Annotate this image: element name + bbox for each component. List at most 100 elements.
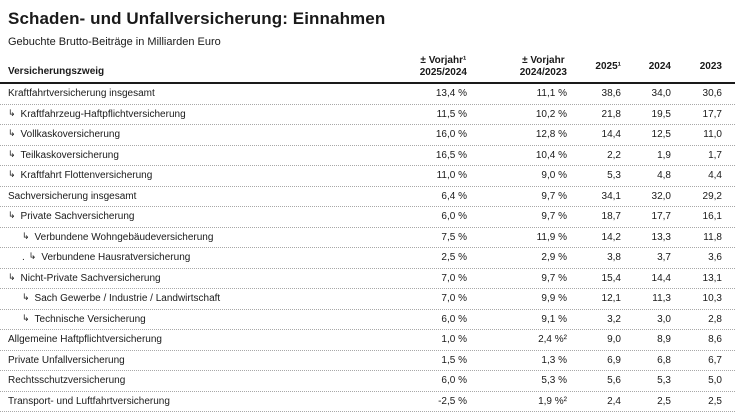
table-row: ↳ Technische Versicherung 6,0 % 9,1 % 3,… bbox=[0, 310, 735, 330]
row-label: Sachversicherung insgesamt bbox=[8, 190, 137, 202]
value-vorjahr-2024-2023: 5,3 % bbox=[541, 375, 567, 387]
value-vorjahr-2024-2023: 9,1 % bbox=[541, 313, 567, 325]
row-label-cell: ↳ Technische Versicherung bbox=[0, 312, 357, 325]
value-vorjahr-2025-2024: 1,5 % bbox=[441, 354, 467, 366]
branch-arrow-icon: ↳ bbox=[8, 169, 16, 180]
column-header-2024: 2024 bbox=[648, 61, 671, 72]
value-2023: 16,1 bbox=[702, 211, 722, 223]
value-2024: 12,5 bbox=[651, 129, 671, 141]
branch-arrow-icon: ↳ bbox=[8, 128, 16, 139]
row-label: Vollkaskoversicherung bbox=[20, 129, 121, 141]
value-2025: 14,2 bbox=[601, 231, 621, 243]
row-label-cell: Kraftfahrtversicherung insgesamt bbox=[0, 88, 357, 99]
value-2023: 11,8 bbox=[703, 231, 722, 243]
column-header-2025: 2025¹ bbox=[595, 61, 621, 72]
value-vorjahr-2025-2024: 16,5 % bbox=[435, 149, 467, 161]
value-vorjahr-2024-2023: 9,9 % bbox=[541, 293, 567, 305]
value-vorjahr-2024-2023: 10,4 % bbox=[535, 149, 567, 161]
value-2023: 8,6 bbox=[708, 334, 722, 346]
value-vorjahr-2024-2023: 11,9 % bbox=[536, 231, 567, 243]
value-2023: 2,8 bbox=[708, 313, 722, 325]
column-header-vorjahr-2025-2024: ± Vorjahr¹ 2025/2024 bbox=[357, 55, 467, 79]
value-2025: 2,4 bbox=[607, 395, 621, 407]
value-vorjahr-2025-2024: 6,0 % bbox=[441, 211, 467, 223]
row-label-cell: Sachversicherung insgesamt bbox=[0, 191, 357, 202]
value-2024: 6,8 bbox=[657, 354, 671, 366]
header-line1: ± Vorjahr¹ bbox=[420, 54, 467, 66]
value-2023: 2,5 bbox=[708, 395, 722, 407]
value-vorjahr-2024-2023: 11,1 % bbox=[536, 88, 567, 100]
value-vorjahr-2025-2024: 11,5 % bbox=[436, 108, 467, 120]
table-row: ↳ Teilkaskoversicherung 16,5 % 10,4 % 2,… bbox=[0, 146, 735, 166]
value-2024: 11,3 bbox=[652, 293, 671, 305]
table-row: Rechtsschutzversicherung 6,0 % 5,3 % 5,6… bbox=[0, 371, 735, 392]
artifact-dot: . bbox=[22, 252, 25, 264]
value-vorjahr-2025-2024: 16,0 % bbox=[435, 129, 467, 141]
value-2024: 19,5 bbox=[651, 108, 671, 120]
branch-arrow-icon: ↳ bbox=[22, 230, 30, 241]
value-2025: 2,2 bbox=[607, 149, 621, 161]
value-2024: 3,7 bbox=[657, 252, 671, 264]
row-label: Kraftfahrzeug-Haftpflichtversicherung bbox=[20, 108, 186, 120]
value-vorjahr-2025-2024: 13,4 % bbox=[435, 88, 467, 100]
value-vorjahr-2024-2023: 9,7 % bbox=[541, 272, 567, 284]
column-header-vorjahr-2024-2023: ± Vorjahr 2024/2023 bbox=[467, 55, 567, 79]
two-line-header: ± Vorjahr 2024/2023 bbox=[520, 55, 567, 79]
table-row: ↳ Verbundene Wohngebäudeversicherung 7,5… bbox=[0, 228, 735, 248]
table-row: ↳ Kraftfahrt Flottenversicherung 11,0 % … bbox=[0, 166, 735, 187]
header-line2: 2025/2024 bbox=[419, 66, 467, 78]
row-label: Kraftfahrtversicherung insgesamt bbox=[8, 88, 155, 100]
value-2024: 2,5 bbox=[657, 395, 671, 407]
row-label-cell: ↳ Sach Gewerbe / Industrie / Landwirtsch… bbox=[0, 293, 357, 305]
value-2025: 12,1 bbox=[601, 293, 621, 305]
value-2024: 14,4 bbox=[651, 272, 671, 284]
branch-arrow-icon: ↳ bbox=[22, 312, 30, 323]
table-row: Transport- und Luftfahrtversicherung -2,… bbox=[0, 392, 735, 412]
row-label-cell: ↳ Verbundene Wohngebäudeversicherung bbox=[0, 230, 357, 243]
row-label: Private Unfallversicherung bbox=[8, 354, 125, 366]
table-row: ↳ Nicht-Private Sachversicherung 7,0 % 9… bbox=[0, 269, 735, 289]
row-label: Technische Versicherung bbox=[34, 313, 146, 325]
table-row: Allgemeine Haftpflichtversicherung 1,0 %… bbox=[0, 330, 735, 351]
row-label-cell: . ↳ Verbundene Hausratversicherung bbox=[0, 251, 357, 264]
row-label: Verbundene Wohngebäudeversicherung bbox=[34, 231, 214, 243]
table-row: Sachversicherung insgesamt 6,4 % 9,7 % 3… bbox=[0, 187, 735, 207]
value-2025: 14,4 bbox=[601, 129, 621, 141]
table-row: ↳ Kraftfahrzeug-Haftpflichtversicherung … bbox=[0, 105, 735, 125]
value-2023: 30,6 bbox=[702, 88, 722, 100]
value-2024: 34,0 bbox=[651, 88, 671, 100]
value-2024: 3,0 bbox=[657, 313, 671, 325]
value-2023: 6,7 bbox=[708, 354, 722, 366]
header-line1: ± Vorjahr bbox=[522, 54, 565, 66]
value-2024: 5,3 bbox=[657, 375, 671, 387]
row-label: Transport- und Luftfahrtversicherung bbox=[8, 395, 170, 407]
value-vorjahr-2024-2023: 9,7 % bbox=[541, 190, 567, 202]
branch-arrow-icon: ↳ bbox=[28, 251, 37, 262]
value-2025: 5,6 bbox=[607, 375, 621, 387]
page-subtitle: Gebuchte Brutto-Beiträge in Milliarden E… bbox=[8, 36, 221, 48]
row-label-cell: ↳ Nicht-Private Sachversicherung bbox=[0, 271, 357, 284]
column-header-versicherungszweig: Versicherungszweig bbox=[8, 66, 105, 77]
value-2025: 5,3 bbox=[607, 170, 621, 182]
page-title: Schaden- und Unfallversicherung: Einnahm… bbox=[8, 9, 386, 28]
value-2025: 21,8 bbox=[601, 108, 621, 120]
value-2023: 11,0 bbox=[703, 129, 722, 141]
value-vorjahr-2024-2023: 1,9 %² bbox=[538, 395, 567, 407]
value-vorjahr-2024-2023: 9,7 % bbox=[541, 211, 567, 223]
value-2024: 13,3 bbox=[651, 231, 671, 243]
value-vorjahr-2025-2024: 2,5 % bbox=[441, 252, 467, 264]
row-label-cell: ↳ Kraftfahrt Flottenversicherung bbox=[0, 169, 357, 182]
row-label: Kraftfahrt Flottenversicherung bbox=[20, 170, 153, 182]
value-vorjahr-2024-2023: 9,0 % bbox=[541, 170, 567, 182]
table-body: Kraftfahrtversicherung insgesamt 13,4 % … bbox=[0, 84, 735, 412]
table-row: ↳ Sach Gewerbe / Industrie / Landwirtsch… bbox=[0, 289, 735, 310]
value-2025: 18,7 bbox=[601, 211, 621, 223]
branch-arrow-icon: ↳ bbox=[8, 271, 16, 282]
branch-arrow-icon: ↳ bbox=[8, 148, 16, 159]
row-label-cell: Rechtsschutzversicherung bbox=[0, 375, 357, 386]
row-label: Rechtsschutzversicherung bbox=[8, 375, 126, 387]
value-2023: 29,2 bbox=[702, 190, 722, 202]
table-row: Kraftfahrtversicherung insgesamt 13,4 % … bbox=[0, 84, 735, 105]
value-2025: 3,2 bbox=[607, 313, 621, 325]
